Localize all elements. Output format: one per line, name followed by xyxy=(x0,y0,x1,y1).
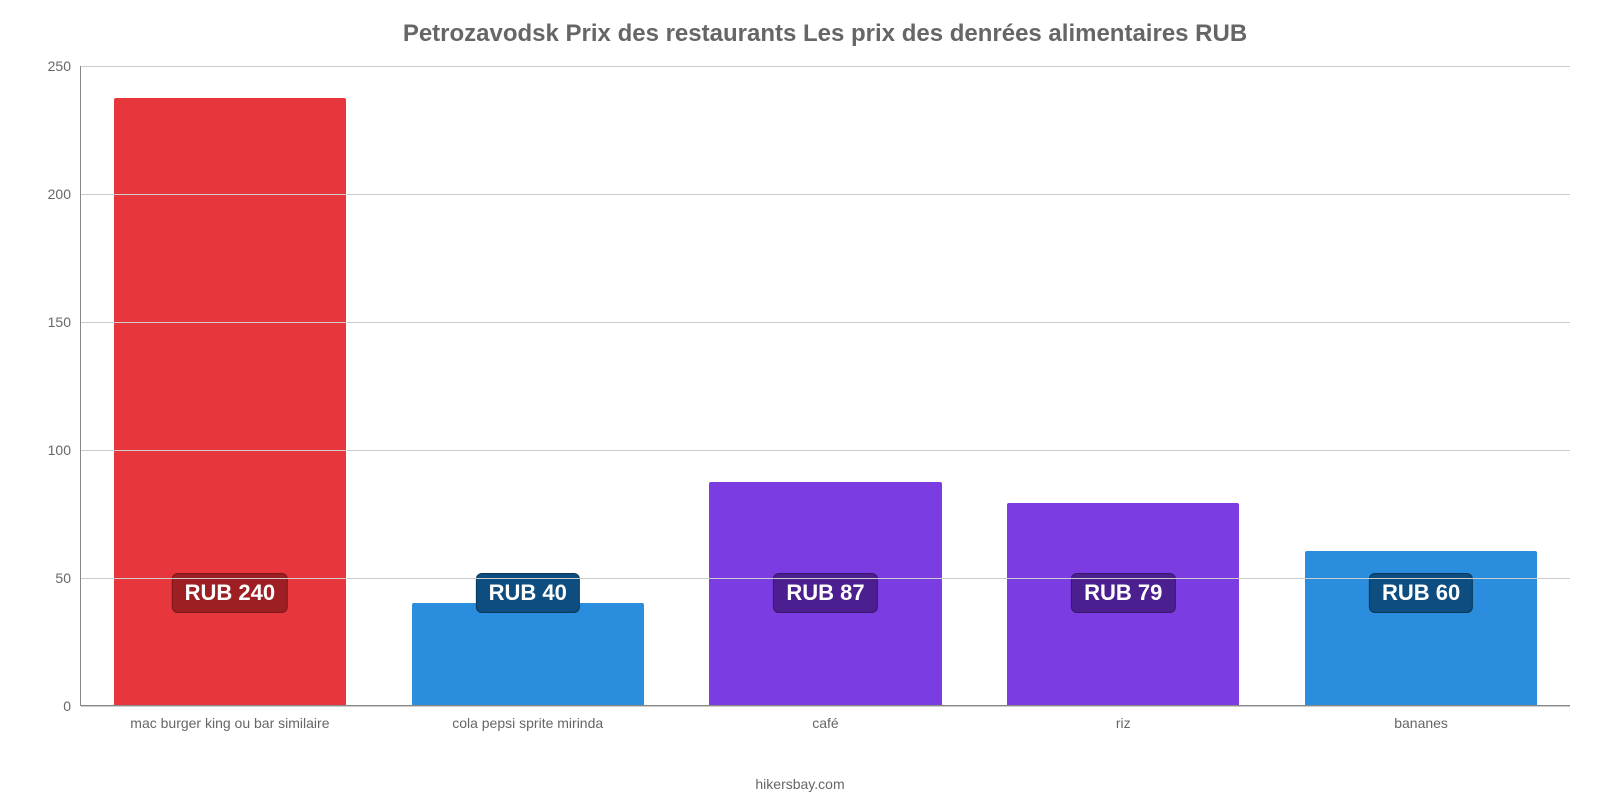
bar-slot: RUB 60bananes xyxy=(1272,66,1570,705)
bar xyxy=(412,603,644,705)
bar-slot: RUB 79riz xyxy=(974,66,1272,705)
chart-title: Petrozavodsk Prix des restaurants Les pr… xyxy=(80,20,1570,48)
bar xyxy=(114,98,346,705)
x-tick-label: bananes xyxy=(1394,705,1448,731)
y-tick-label: 100 xyxy=(48,442,81,458)
bars-group: RUB 240mac burger king ou bar similaireR… xyxy=(81,66,1570,705)
value-badge: RUB 79 xyxy=(1071,573,1175,613)
y-tick-label: 150 xyxy=(48,314,81,330)
value-badge: RUB 87 xyxy=(773,573,877,613)
y-tick-label: 200 xyxy=(48,186,81,202)
y-tick-label: 0 xyxy=(63,698,81,714)
bar-slot: RUB 87café xyxy=(677,66,975,705)
x-tick-label: mac burger king ou bar similaire xyxy=(130,705,329,731)
gridline xyxy=(81,450,1570,451)
x-tick-label: riz xyxy=(1116,705,1131,731)
gridline xyxy=(81,578,1570,579)
x-tick-label: cola pepsi sprite mirinda xyxy=(452,705,603,731)
value-badge: RUB 240 xyxy=(172,573,288,613)
gridline xyxy=(81,194,1570,195)
chart-source-footer: hikersbay.com xyxy=(0,776,1600,792)
gridline xyxy=(81,706,1570,707)
bar-slot: RUB 40cola pepsi sprite mirinda xyxy=(379,66,677,705)
value-badge: RUB 40 xyxy=(476,573,580,613)
plot-area: RUB 240mac burger king ou bar similaireR… xyxy=(80,66,1570,706)
y-tick-label: 250 xyxy=(48,58,81,74)
y-tick-label: 50 xyxy=(55,570,81,586)
x-tick-label: café xyxy=(812,705,838,731)
chart-container: Petrozavodsk Prix des restaurants Les pr… xyxy=(0,0,1600,800)
value-badge: RUB 60 xyxy=(1369,573,1473,613)
bar-slot: RUB 240mac burger king ou bar similaire xyxy=(81,66,379,705)
gridline xyxy=(81,322,1570,323)
gridline xyxy=(81,66,1570,67)
